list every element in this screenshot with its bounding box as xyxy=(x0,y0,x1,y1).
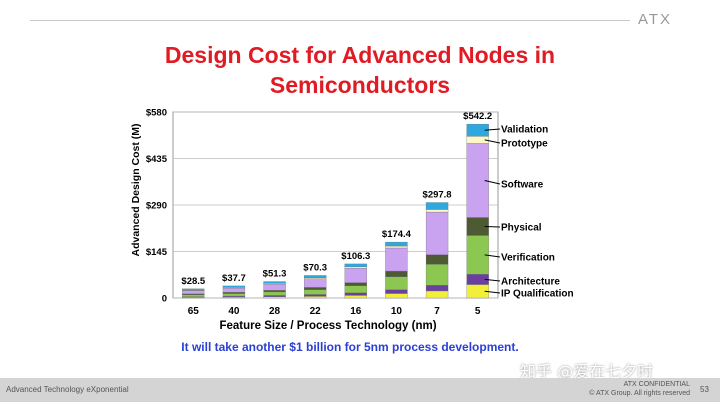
y-tick-label: $145 xyxy=(146,247,168,258)
bar-layer xyxy=(182,123,489,299)
atx-logo: ATX xyxy=(638,11,673,28)
copyright-label: © ATX Group. All rights reserved xyxy=(589,390,690,397)
bar-segment xyxy=(344,295,367,299)
bar-segment xyxy=(263,295,286,297)
bar-segment xyxy=(222,285,246,288)
y-tick-label: $580 xyxy=(146,108,167,119)
slide-title: Design Cost for Advanced Nodes in Semico… xyxy=(0,40,720,100)
x-tick-label: 5 xyxy=(475,306,481,317)
bar-segment xyxy=(222,287,246,293)
x-tick-label: 28 xyxy=(269,306,281,317)
bar-segment xyxy=(263,296,286,299)
bar-segment xyxy=(385,241,408,247)
watermark: 知乎 @爱在七夕时 xyxy=(520,362,654,381)
bar-total-label: $70.3 xyxy=(303,262,327,273)
footer-tagline: Advanced Technology eXponential xyxy=(6,385,129,394)
bar-segment xyxy=(425,285,449,292)
page-number: 53 xyxy=(700,385,709,394)
x-tick-label: 10 xyxy=(391,306,403,317)
legend-label: Verification xyxy=(501,253,555,264)
bar-segment xyxy=(385,293,408,299)
footer-confidential: ATX CONFIDENTIAL © ATX Group. All rights… xyxy=(560,380,690,398)
legend-leader-line xyxy=(484,254,501,258)
legend-label: Software xyxy=(501,180,544,191)
legend-label: Prototype xyxy=(501,139,548,150)
bar-total-label: $542.2 xyxy=(463,111,492,122)
bar-segment xyxy=(344,268,367,283)
x-tick-label: 16 xyxy=(350,306,362,317)
bar-segment xyxy=(425,290,449,299)
legend-leader-line xyxy=(484,139,501,144)
header-rule xyxy=(30,20,630,21)
bar-segment xyxy=(304,289,327,295)
bar-total-label: $106.3 xyxy=(341,251,370,262)
legend-leader-line xyxy=(484,179,501,185)
legend-leader-line xyxy=(484,278,501,282)
bar-segment xyxy=(344,285,367,294)
bar-segment xyxy=(425,202,449,210)
bar-total-label: $174.4 xyxy=(382,229,412,240)
legend-label: Physical xyxy=(501,223,542,234)
x-tick-label: 65 xyxy=(188,306,200,317)
bar-segment xyxy=(304,296,327,299)
bar-segment xyxy=(344,263,367,268)
legend-leader-line xyxy=(484,225,501,228)
bar-total-label: $37.7 xyxy=(222,273,246,284)
bar-segment xyxy=(385,276,408,290)
x-tick-label: 22 xyxy=(310,306,322,317)
y-tick-label: $290 xyxy=(146,201,167,212)
legend-leader-line xyxy=(484,128,501,131)
bar-segment xyxy=(263,291,286,296)
bar-segment xyxy=(425,211,449,255)
grid-layer xyxy=(172,111,499,299)
bar-segment xyxy=(263,290,286,293)
confidential-label: ATX CONFIDENTIAL xyxy=(623,381,690,388)
bar-segment xyxy=(182,288,205,291)
y-tick-label: $435 xyxy=(146,154,168,165)
legend-label: IP Qualification xyxy=(501,289,574,300)
legend-label: Architecture xyxy=(501,277,560,288)
bar-segment xyxy=(304,275,327,278)
x-axis-label: Feature Size / Process Technology (nm) xyxy=(219,320,436,332)
title-line-2: Semiconductors xyxy=(269,72,451,98)
bar-segment xyxy=(182,294,205,297)
bar-total-label: $28.5 xyxy=(181,276,205,287)
footer: Advanced Technology eXponential ATX CONF… xyxy=(0,378,720,402)
bar-segment xyxy=(344,266,367,269)
y-tick-label: 0 xyxy=(162,294,167,305)
y-axis-label: Advanced Design Cost (M) xyxy=(130,123,142,256)
bar-total-label: $297.8 xyxy=(423,189,452,200)
bar-segment xyxy=(182,290,205,294)
bar-segment xyxy=(385,289,408,294)
bar-segment xyxy=(222,292,246,294)
bar-segment xyxy=(385,270,408,277)
bar-segment xyxy=(425,209,449,213)
legend-label: Validation xyxy=(501,125,548,136)
bar-segment xyxy=(425,264,449,286)
bar-segment xyxy=(263,281,286,284)
bar-segment xyxy=(344,292,367,296)
bar-segment xyxy=(263,284,286,291)
design-cost-chart: 0 $145 $290 $435 $580 $28.5 65 $37.7 40 $51.3 28 $7… xyxy=(130,108,574,333)
x-tick-label: 7 xyxy=(434,306,440,317)
bar-segment xyxy=(304,294,327,297)
bar-segment xyxy=(304,287,327,290)
bar-segment xyxy=(385,245,408,249)
bar-total-label: $51.3 xyxy=(263,269,287,280)
x-tick-label: 40 xyxy=(228,306,240,317)
bar-segment xyxy=(385,247,408,272)
bar-segment xyxy=(425,254,449,265)
footnote: It will take another $1 billion for 5nm … xyxy=(181,340,519,354)
bar-segment xyxy=(222,293,246,297)
bar-segment xyxy=(344,282,367,286)
top-bar: ATX xyxy=(0,0,720,30)
legend-leader-line xyxy=(484,290,501,294)
bar-segment xyxy=(304,278,327,288)
label-layer: 0 $145 $290 $435 $580 $28.5 65 $37.7 40 $51.3 28 $7… xyxy=(146,108,492,318)
title-line-1: Design Cost for Advanced Nodes in xyxy=(164,42,556,68)
